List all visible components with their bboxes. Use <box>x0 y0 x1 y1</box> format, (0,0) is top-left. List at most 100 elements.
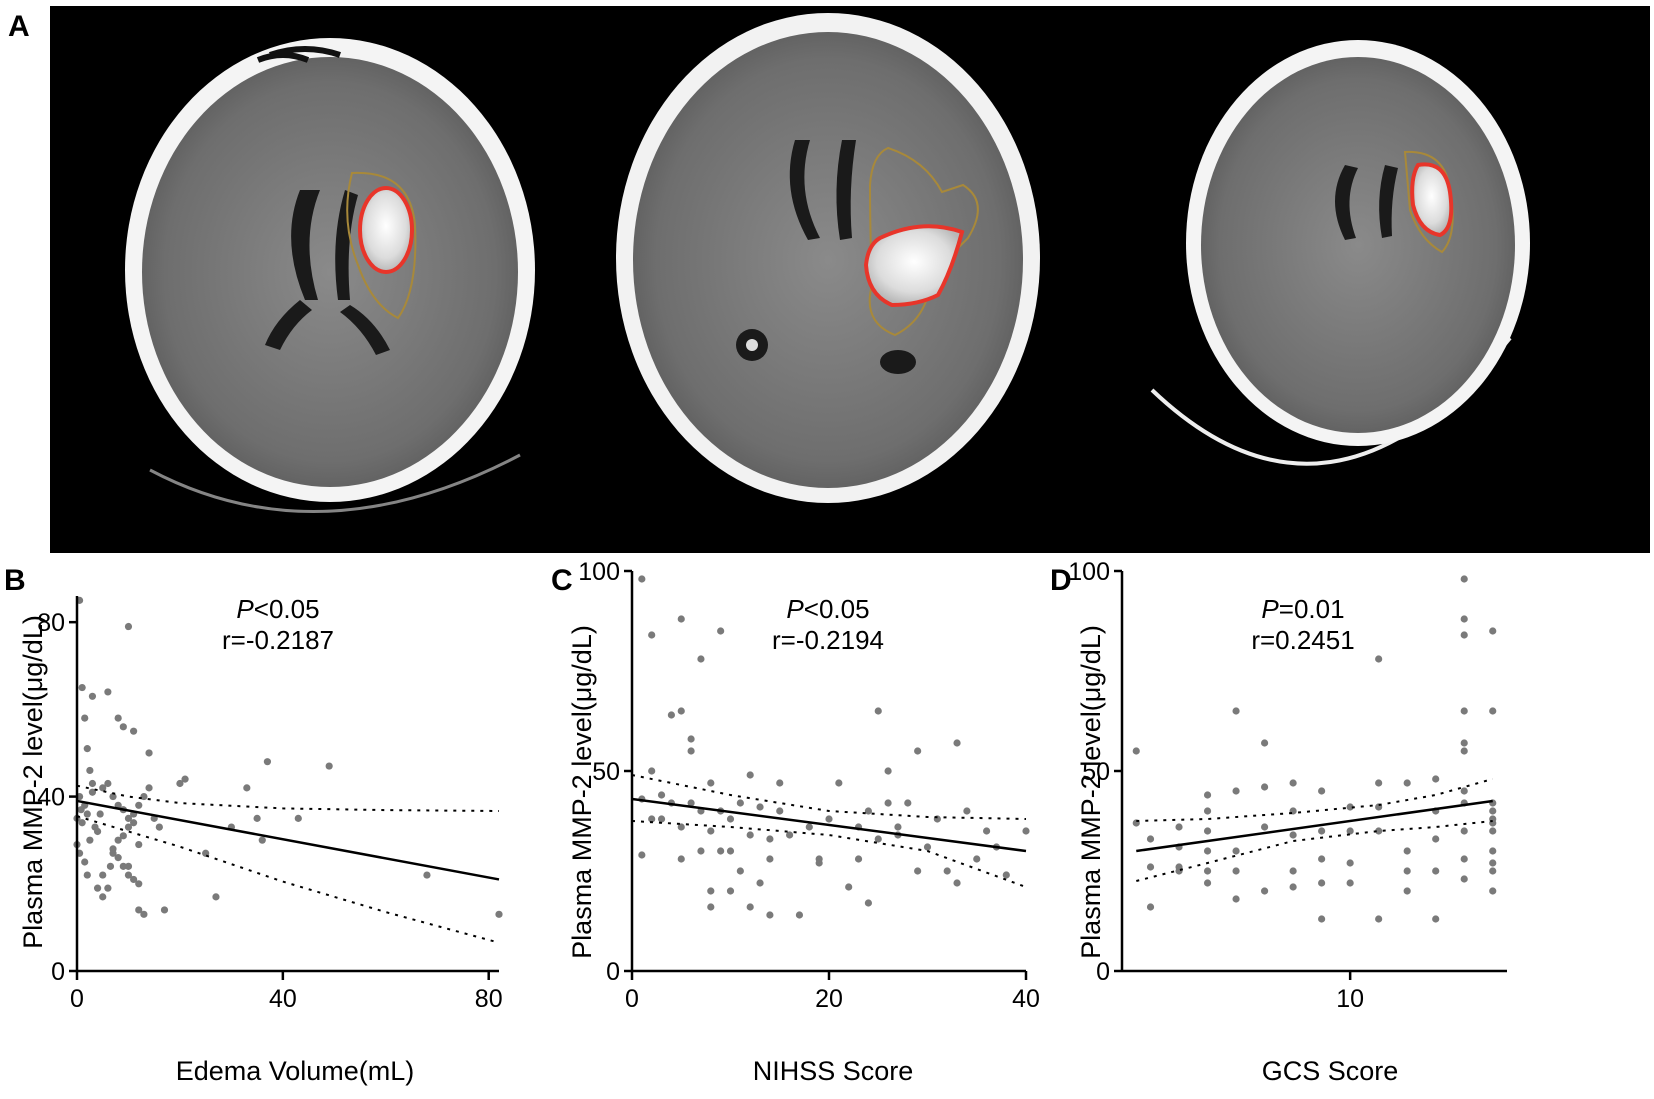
chart-d-data-point <box>1460 827 1468 835</box>
chart-c-points <box>638 575 1030 919</box>
chart-c: 0 20 40 0 50 100 NIHSS Score Plasma MMP-2 le… <box>567 558 1040 1086</box>
panel-letter-b: B <box>4 564 26 597</box>
chart-d-y-label: Plasma MMP-2 level(μg/dL) <box>1076 625 1106 959</box>
chart-b-x-label: Edema Volume(mL) <box>176 1056 415 1086</box>
chart-b: 0 40 80 0 40 80 Edema Volume(mL) Plasma MMP-… <box>18 594 503 1086</box>
chart-b-data-point <box>88 692 97 700</box>
chart-c-data-point <box>884 799 892 807</box>
chart-c-data-point <box>943 867 951 875</box>
chart-b-data-point <box>258 836 266 844</box>
chart-b-data-point <box>135 906 143 914</box>
chart-c-data-point <box>923 843 932 851</box>
chart-d-y-tick-label: 50 <box>1082 758 1110 786</box>
chart-c-data-point <box>707 827 715 835</box>
chart-b-data-point <box>124 871 133 879</box>
chart-b-y-tick-label: 0 <box>51 958 65 986</box>
chart-c-data-point <box>786 831 794 839</box>
chart-b-data-point <box>104 688 112 696</box>
chart-d-data-point <box>1318 827 1326 835</box>
chart-c-x-tick-label: 0 <box>625 985 639 1013</box>
chart-d-data-point <box>1146 835 1155 843</box>
chart-b-data-point <box>119 832 127 840</box>
chart-b-data-point <box>86 766 94 775</box>
chart-c-p-value: P<0.05 <box>786 594 869 624</box>
chart-c-data-point <box>835 779 843 787</box>
chart-b-fit-line <box>76 799 500 881</box>
chart-b-data-point <box>130 875 138 884</box>
chart-d-data-point <box>1489 627 1497 635</box>
chart-b-data-point <box>96 810 104 818</box>
chart-b-data-point <box>93 827 102 836</box>
chart-c-r-value: r=-0.2194 <box>772 625 884 655</box>
chart-c-data-point <box>648 631 656 639</box>
chart-c-data-point <box>746 831 754 839</box>
chart-b-data-point <box>119 723 127 731</box>
chart-d-data-point <box>1232 895 1240 903</box>
chart-d-y-ticks: 0 50 100 <box>1068 558 1122 986</box>
chart-c-data-point <box>638 851 646 859</box>
chart-c-data-point <box>657 791 666 799</box>
ct-scan-1 <box>125 38 535 513</box>
chart-d-data-point <box>1346 827 1354 835</box>
chart-d-data-point <box>1260 823 1269 831</box>
chart-d-data-point <box>1460 575 1468 583</box>
chart-c-data-point <box>776 807 784 815</box>
chart-d-data-point <box>1432 835 1440 843</box>
ct-scan-2 <box>616 13 1040 503</box>
chart-b-data-point <box>212 893 220 901</box>
chart-c-x-tick-label: 20 <box>815 985 843 1013</box>
chart-b-data-point <box>114 836 122 844</box>
chart-d-data-point <box>1489 887 1497 895</box>
chart-c-data-point <box>677 707 685 715</box>
chart-d-data-point <box>1175 823 1183 831</box>
chart-b-data-point <box>124 622 133 631</box>
chart-c-data-point <box>746 771 754 779</box>
chart-c-data-point <box>795 911 804 919</box>
chart-b-data-point <box>99 784 107 792</box>
chart-b-data-point <box>83 810 91 818</box>
chart-b-data-point <box>119 862 127 870</box>
chart-b-data-point <box>109 792 117 801</box>
chart-d-data-point <box>1318 879 1326 887</box>
chart-d-data-point <box>1375 915 1383 923</box>
chart-d-data-point <box>1460 875 1468 883</box>
chart-c-data-point <box>756 803 764 811</box>
chart-b-data-point <box>81 858 89 866</box>
chart-b-data-point <box>253 814 261 822</box>
chart-d-data-point <box>1489 707 1497 715</box>
chart-c-y-ticks: 0 50 100 <box>578 558 632 986</box>
chart-b-data-point <box>135 801 143 809</box>
chart-c-x-label: NIHSS Score <box>753 1056 914 1086</box>
chart-c-data-point <box>697 847 705 855</box>
chart-d-data-point <box>1318 855 1326 863</box>
chart-c-data-point <box>648 815 656 823</box>
chart-b-ci-lower <box>76 815 500 944</box>
panel-letter-d: D <box>1050 564 1072 597</box>
chart-d-fit-line <box>1136 799 1493 853</box>
chart-b-x-tick-label: 80 <box>475 985 503 1013</box>
chart-d-data-point <box>1203 807 1212 815</box>
chart-c-ci-lower <box>631 820 1027 888</box>
chart-d-data-point <box>1203 791 1212 799</box>
chart-b-data-point <box>243 784 251 792</box>
chart-d-y-tick-label: 0 <box>1096 958 1110 986</box>
chart-c-data-point <box>677 615 685 623</box>
chart-b-points <box>73 596 503 918</box>
chart-d-r-value: r=0.2451 <box>1251 625 1354 655</box>
chart-b-data-point <box>325 762 333 770</box>
chart-c-data-point <box>677 855 685 863</box>
chart-d-x-label: GCS Score <box>1262 1056 1399 1086</box>
chart-c-data-point <box>766 835 774 843</box>
chart-d: 10 0 50 100 GCS Score Plasma MMP-2 level(μ… <box>1068 558 1507 1086</box>
chart-d-data-point <box>1375 827 1383 835</box>
chart-c-data-point <box>766 911 774 919</box>
chart-c-data-point <box>736 799 744 807</box>
chart-b-y-ticks: 0 40 80 <box>37 609 77 986</box>
chart-b-data-point <box>140 910 148 918</box>
chart-c-y-tick-label: 0 <box>606 958 620 986</box>
chart-d-data-point <box>1460 747 1468 755</box>
chart-c-data-point <box>1022 827 1030 835</box>
chart-c-data-point <box>815 859 823 867</box>
chart-c-data-point <box>638 575 646 583</box>
